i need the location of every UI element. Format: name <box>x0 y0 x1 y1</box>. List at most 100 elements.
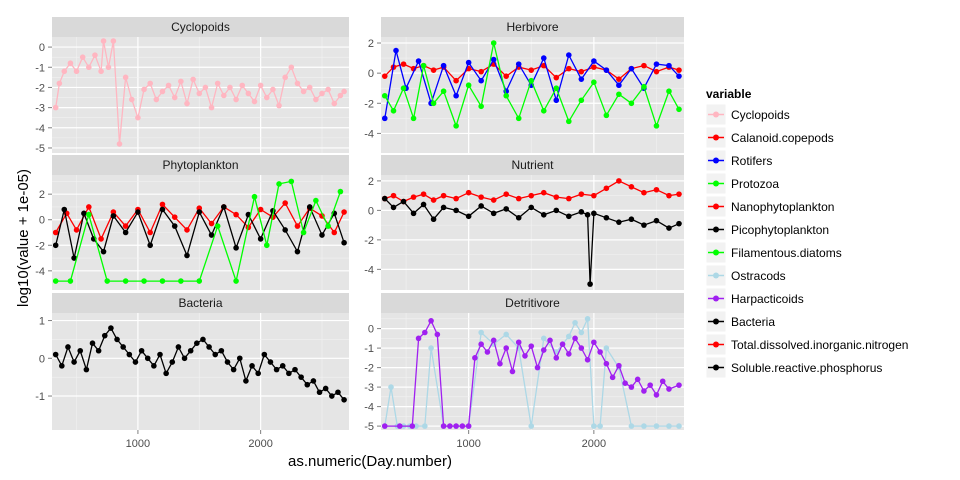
data-point <box>591 339 597 346</box>
data-point <box>396 423 403 429</box>
legend-item: Ostracods <box>705 264 786 287</box>
data-point <box>676 67 682 73</box>
data-point <box>410 115 417 122</box>
data-point <box>553 74 560 81</box>
data-point <box>67 278 74 284</box>
legend-label: Harpacticoids <box>731 292 804 306</box>
data-point <box>478 68 484 75</box>
legend-key-point <box>713 111 719 118</box>
y-tick-label: -1 <box>35 62 45 74</box>
data-point <box>165 82 172 89</box>
data-point <box>490 197 497 203</box>
facet-strip-label: Detritivore <box>505 296 560 310</box>
data-point <box>122 278 129 284</box>
data-point <box>490 40 497 46</box>
y-tick-label: 2 <box>368 38 374 50</box>
legend-key-point <box>713 134 719 141</box>
legend-label: Bacteria <box>731 315 775 329</box>
legend-item: Calanoid.copepods <box>705 126 834 149</box>
data-point <box>105 64 112 71</box>
legend-label: Rotifers <box>731 154 772 168</box>
data-point <box>126 351 133 358</box>
data-point <box>151 363 157 369</box>
data-point <box>465 82 472 89</box>
series-group <box>52 325 347 403</box>
data-point <box>273 366 280 373</box>
data-point <box>666 423 672 429</box>
series-group <box>52 178 347 284</box>
data-point <box>83 366 90 373</box>
data-point <box>331 100 338 107</box>
data-point <box>135 114 141 121</box>
data-point <box>98 236 104 242</box>
data-point <box>159 88 166 95</box>
data-point <box>415 58 422 64</box>
data-point <box>628 216 635 223</box>
data-point <box>251 193 258 200</box>
data-point <box>528 343 535 349</box>
data-point <box>325 86 331 93</box>
data-point <box>81 210 87 217</box>
data-point <box>603 185 610 192</box>
data-point <box>553 97 560 104</box>
data-point <box>591 58 597 64</box>
data-point <box>116 141 123 147</box>
legend-key-point <box>713 272 719 279</box>
data-point <box>171 214 178 220</box>
data-point <box>56 80 63 87</box>
data-point <box>101 332 108 339</box>
data-point <box>566 65 572 72</box>
data-point <box>641 62 647 69</box>
series-group <box>381 316 682 429</box>
legend-key-point <box>713 226 719 233</box>
data-point <box>490 56 497 63</box>
data-point <box>276 102 282 109</box>
data-point <box>422 423 428 429</box>
data-point <box>430 67 437 73</box>
data-point <box>181 355 188 362</box>
data-point <box>128 96 135 103</box>
data-point <box>566 52 572 58</box>
data-point <box>559 341 566 348</box>
x-axis-label: as.numeric(Day.number) <box>288 453 452 470</box>
y-tick-label: -3 <box>35 103 45 115</box>
data-point <box>409 423 416 429</box>
data-point <box>71 359 77 365</box>
data-point <box>388 384 394 390</box>
data-point <box>472 355 478 361</box>
data-point <box>233 278 239 284</box>
data-point <box>122 229 129 236</box>
data-point <box>61 68 68 75</box>
data-point <box>666 386 672 392</box>
y-tick-label: -2 <box>364 235 374 247</box>
series-group <box>52 38 347 147</box>
data-point <box>337 188 344 195</box>
data-point <box>622 380 628 387</box>
data-point <box>381 423 388 429</box>
data-point <box>110 209 117 215</box>
x-tick-label: 2000 <box>582 438 606 450</box>
data-point <box>653 423 660 429</box>
data-point <box>447 423 453 429</box>
data-point <box>108 325 114 331</box>
legend-label: Soluble.reactive.phosphorus <box>731 361 882 375</box>
data-point <box>534 364 541 371</box>
data-point <box>282 200 288 206</box>
data-point <box>553 194 560 200</box>
data-point <box>196 90 203 97</box>
data-point <box>282 74 288 81</box>
data-point <box>584 316 591 322</box>
data-point <box>453 77 459 84</box>
data-point <box>208 220 215 227</box>
data-point <box>666 62 672 69</box>
panel-background <box>52 313 349 430</box>
data-point <box>430 100 437 107</box>
data-point <box>553 355 560 361</box>
data-point <box>603 67 610 73</box>
data-point <box>478 341 484 348</box>
y-tick-label: -2 <box>35 82 45 94</box>
data-point <box>653 123 660 129</box>
data-point <box>236 355 243 362</box>
data-point <box>587 281 593 287</box>
data-point <box>410 194 417 200</box>
